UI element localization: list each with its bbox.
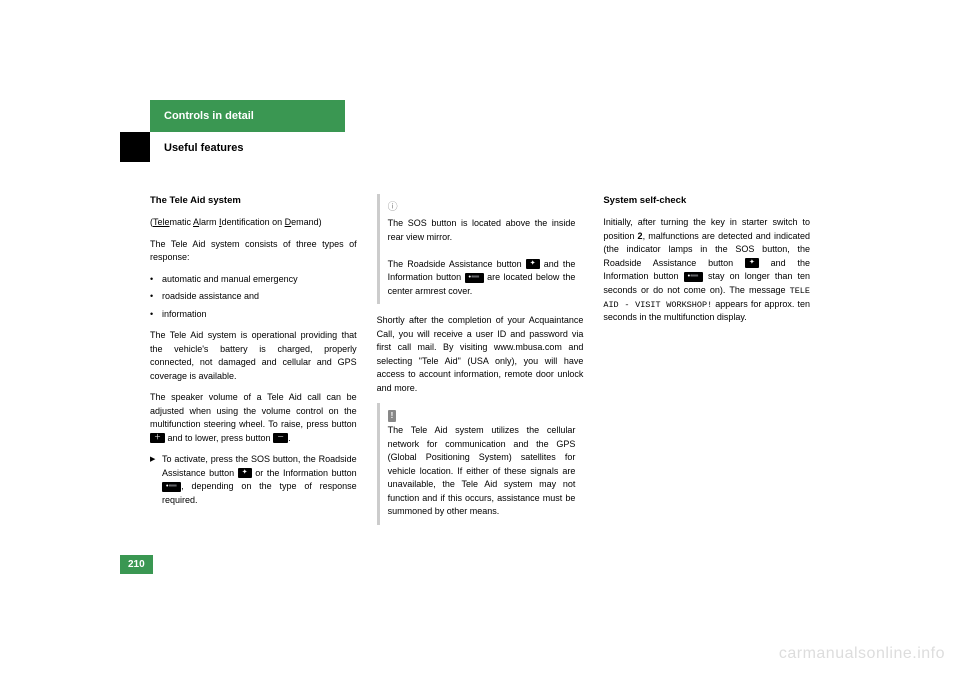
page-header: Controls in detail Useful features — [150, 100, 810, 164]
list-item: automatic and manual emergency — [150, 273, 357, 287]
plus-button-icon: ＋ — [150, 433, 165, 443]
header-black-tab — [120, 132, 150, 162]
wrench-button-icon: ✦ — [745, 258, 759, 268]
list-item: information — [150, 308, 357, 322]
minus-button-icon: － — [273, 433, 288, 443]
page-number: 210 — [120, 555, 153, 574]
manual-page: Controls in detail Useful features The T… — [150, 100, 810, 535]
col3-para: Initially, after turning the key in star… — [603, 216, 810, 325]
info-button-icon: •➖ — [465, 273, 484, 283]
col1-para1: The Tele Aid system is operational provi… — [150, 329, 357, 383]
wrench-button-icon: ✦ — [238, 468, 252, 478]
info-note-box: ⓘ The SOS button is located above the in… — [377, 194, 584, 304]
column-1: The Tele Aid system (Telematic Alarm Ide… — [150, 194, 357, 535]
warning-note-box: ! The Tele Aid system utilizes the cellu… — [377, 403, 584, 525]
section-title: Controls in detail — [150, 100, 345, 132]
content-columns: The Tele Aid system (Telematic Alarm Ide… — [150, 194, 810, 535]
info-button-icon: •➖ — [162, 482, 181, 492]
col3-heading: System self-check — [603, 194, 810, 208]
info-icon: ⓘ — [388, 200, 398, 215]
response-types-list: automatic and manual emergency roadside … — [150, 273, 357, 322]
col1-para2: The speaker volume of a Tele Aid call ca… — [150, 391, 357, 445]
watermark: carmanualsonline.info — [779, 645, 945, 663]
list-item: roadside assistance and — [150, 290, 357, 304]
activate-action: To activate, press the SOS button, the R… — [150, 453, 357, 507]
acronym-line: (Telematic Alarm Identification on Deman… — [150, 216, 357, 230]
note2-text: The Tele Aid system utilizes the cellula… — [388, 425, 576, 516]
info-button-icon: •➖ — [684, 272, 703, 282]
warning-icon: ! — [388, 410, 397, 422]
column-2: ⓘ The SOS button is located above the in… — [377, 194, 584, 535]
column-3: System self-check Initially, after turni… — [603, 194, 810, 535]
col2-para1: Shortly after the completion of your Acq… — [377, 314, 584, 395]
subsection-title: Useful features — [150, 132, 810, 164]
col1-heading: The Tele Aid system — [150, 194, 357, 208]
wrench-button-icon: ✦ — [526, 259, 540, 269]
note1-line1: The SOS button is located above the insi… — [388, 218, 576, 242]
col1-intro: The Tele Aid system consists of three ty… — [150, 238, 357, 265]
